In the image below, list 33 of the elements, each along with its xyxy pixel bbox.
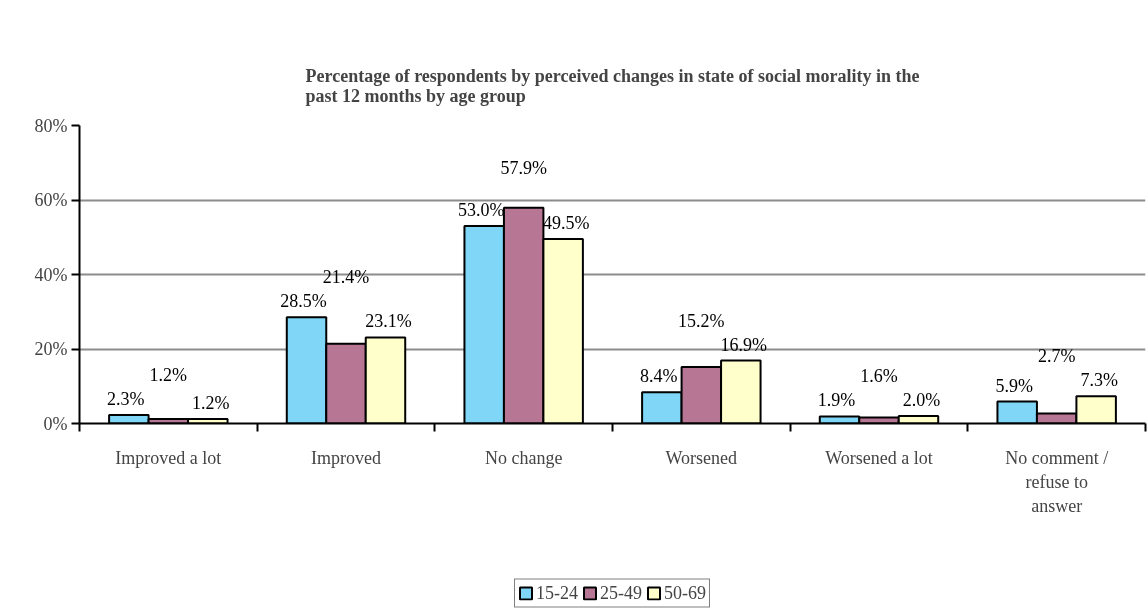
x-tick-label: Worsened xyxy=(665,447,738,468)
data-label: 8.4% xyxy=(640,366,678,387)
data-label: 1.2% xyxy=(149,364,188,385)
x-tick-label: Improved a lot xyxy=(115,447,222,468)
x-tick-label: Improved xyxy=(311,447,381,468)
data-label: 23.1% xyxy=(365,311,412,332)
x-tick-label: No comment / refuse to answer xyxy=(1005,447,1109,516)
data-label: 16.9% xyxy=(720,334,768,355)
data-label: 7.3% xyxy=(1080,370,1118,391)
y-tick-label: 20% xyxy=(34,339,68,359)
data-label: 2.3% xyxy=(107,388,145,409)
data-label: 2.7% xyxy=(1037,346,1076,367)
x-tick-label: Worsened a lot xyxy=(825,447,933,468)
data-label: 28.5% xyxy=(280,291,327,312)
data-label: 1.6% xyxy=(860,366,898,387)
data-label: 57.9% xyxy=(500,157,547,178)
data-label: 53.0% xyxy=(457,200,505,221)
data-label: 49.5% xyxy=(542,213,590,234)
legend-label: 25-49 xyxy=(600,582,642,604)
y-tick-label: 60% xyxy=(34,190,68,210)
legend-label: 15-24 xyxy=(536,582,578,604)
y-tick-label: 80% xyxy=(34,115,68,136)
x-tick-label: No change xyxy=(484,447,563,468)
legend-label: 50-69 xyxy=(664,582,706,604)
data-label: 1.9% xyxy=(817,390,856,411)
chart-title: Percentage of respondents by perceived changes in state of social morality in the past 12 months by age group xyxy=(305,65,920,106)
data-label: 15.2% xyxy=(678,310,725,331)
data-label: 1.2% xyxy=(192,393,230,414)
y-tick-label: 40% xyxy=(34,264,68,285)
data-label: 21.4% xyxy=(322,267,370,288)
data-label: 5.9% xyxy=(995,375,1033,396)
data-label: 2.0% xyxy=(902,390,941,411)
y-tick-label: 0% xyxy=(43,413,68,434)
